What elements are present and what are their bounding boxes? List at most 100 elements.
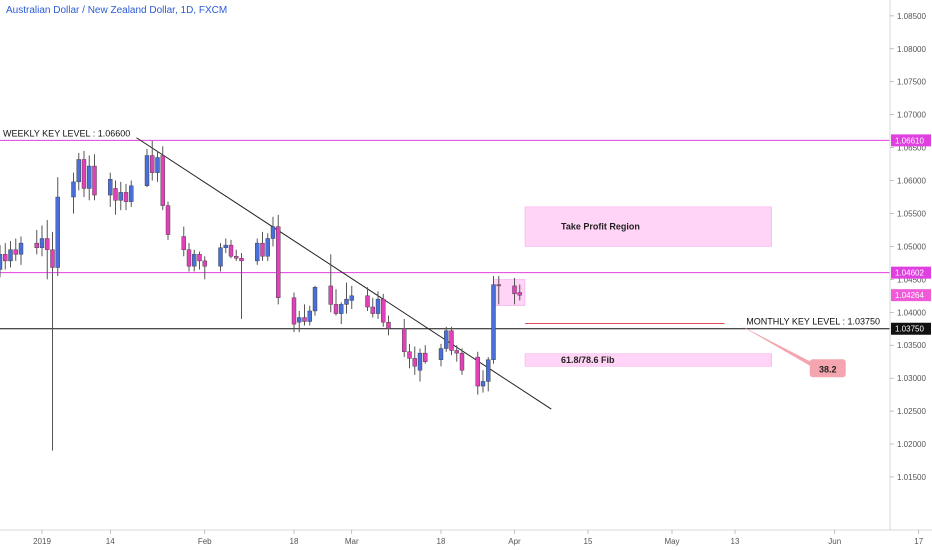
x-tick-label: 17 [914, 537, 923, 546]
x-tick-label: 18 [437, 537, 446, 546]
candle-body [165, 205, 171, 235]
candle-body [265, 238, 270, 257]
callout-label: 38.2 [819, 364, 837, 374]
x-tick-label: Mar [345, 537, 359, 546]
candle-body [349, 295, 354, 301]
candle-body [291, 297, 297, 325]
candle-body [223, 244, 228, 248]
candle-body [87, 165, 92, 189]
candle-body [407, 351, 412, 359]
candle-body [197, 254, 202, 262]
candle-body [517, 292, 522, 296]
candle-body [312, 287, 318, 312]
candle-body [365, 295, 370, 308]
candle-body [81, 159, 87, 189]
candle-body [239, 258, 244, 262]
candle-body [496, 284, 501, 287]
zone-box [524, 206, 772, 247]
candle-body [50, 249, 55, 268]
candle-body [186, 249, 192, 267]
candle-body [129, 185, 134, 202]
callout-box [809, 359, 846, 378]
x-tick-label: May [664, 537, 679, 546]
zone-label: Take Profit Region [561, 222, 640, 232]
candle-body [270, 226, 276, 239]
x-tick-label: 15 [584, 537, 593, 546]
candle-body [39, 238, 45, 248]
price-tag-box [891, 134, 931, 147]
y-tick-label: 1.01500 [897, 473, 926, 482]
candle-body [328, 285, 333, 305]
x-tick-label: 14 [106, 537, 115, 546]
candle-body [228, 244, 234, 257]
candle-body [344, 298, 349, 305]
candle-body [92, 165, 97, 196]
candle-body [297, 317, 302, 323]
candle-body [412, 358, 417, 367]
x-tick-label: Apr [508, 537, 521, 546]
zone-box [524, 353, 772, 367]
candle-body [276, 226, 281, 298]
y-tick-label: 1.04500 [897, 275, 926, 284]
price-tag-box [891, 289, 931, 302]
candle-body [438, 348, 444, 360]
candle-body [55, 196, 60, 268]
candle-body [8, 249, 13, 262]
candle-body [3, 254, 8, 262]
candle-body [307, 310, 312, 322]
candle-body [486, 359, 491, 382]
candle-body [302, 317, 307, 322]
x-tick-label: 2019 [33, 537, 51, 546]
candle-body [18, 242, 24, 255]
candle-body [454, 350, 459, 354]
trend-line [136, 137, 552, 410]
x-tick-label: Jun [828, 537, 841, 546]
monthly-key-level-label: MONTHLY KEY LEVEL : 1.03750 [746, 317, 880, 327]
candle-body [192, 254, 197, 267]
candle-body [339, 304, 344, 314]
candle-body [459, 352, 465, 371]
weekly-key-level-label: WEEKLY KEY LEVEL : 1.06600 [3, 128, 130, 138]
candle-body [491, 284, 496, 360]
candle-body [333, 304, 339, 314]
y-tick-label: 1.03000 [897, 374, 926, 383]
candle-body [202, 260, 207, 267]
price-tag-label: 1.04602 [895, 269, 924, 278]
y-tick-label: 1.06000 [897, 177, 926, 186]
candle-body [13, 249, 18, 255]
candle-body [375, 298, 381, 314]
x-tick-label: 18 [290, 537, 299, 546]
candle-body [0, 254, 3, 270]
candle-body [449, 330, 454, 351]
candle-body [218, 247, 223, 267]
y-tick-label: 1.08500 [897, 12, 926, 21]
candle-body [118, 192, 123, 201]
candle-body [123, 192, 129, 202]
y-tick-label: 1.06500 [897, 144, 926, 153]
candle-body [370, 306, 375, 314]
callout-pointer [738, 324, 818, 371]
candle-body [150, 155, 155, 173]
candle-body [260, 242, 265, 257]
candle-body [423, 352, 428, 362]
y-tick-label: 1.07500 [897, 78, 926, 87]
candle-body [45, 238, 50, 250]
candle-body [402, 328, 407, 353]
y-tick-label: 1.05500 [897, 209, 926, 218]
candle-body [76, 159, 81, 183]
y-tick-label: 1.05000 [897, 242, 926, 251]
price-tag-label: 1.06610 [895, 136, 924, 145]
price-tag-box [891, 266, 931, 279]
candle-body [34, 242, 39, 248]
candle-body [417, 352, 423, 371]
x-tick-label: 13 [731, 537, 740, 546]
y-tick-label: 1.02000 [897, 440, 926, 449]
candle-body [255, 242, 260, 262]
price-tag-label: 1.04264 [895, 291, 924, 300]
candle-body [444, 330, 449, 349]
y-tick-label: 1.04000 [897, 308, 926, 317]
price-tag-label: 1.03750 [895, 325, 924, 334]
candle-body [480, 381, 486, 387]
y-tick-label: 1.08000 [897, 45, 926, 54]
